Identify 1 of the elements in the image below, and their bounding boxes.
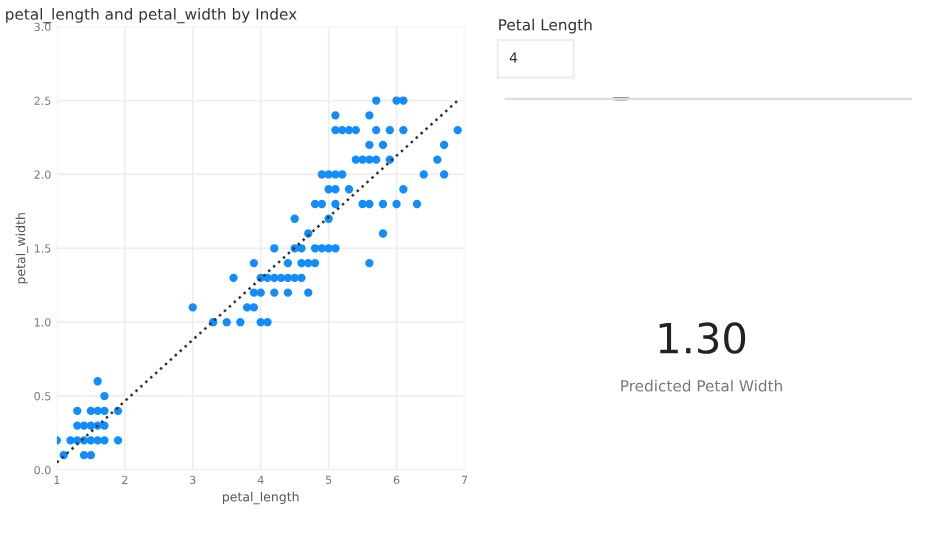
text: 1.30 [659, 322, 746, 354]
